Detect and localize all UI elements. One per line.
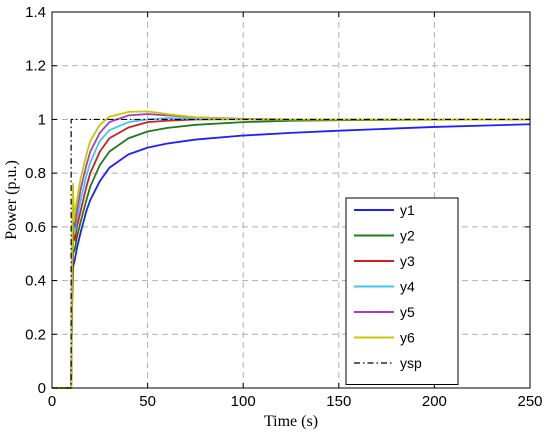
x-tick-label: 100 bbox=[231, 393, 256, 410]
x-tick-label: 0 bbox=[48, 393, 56, 410]
y-tick-label: 1.4 bbox=[25, 4, 46, 21]
series-line-y6 bbox=[52, 110, 530, 389]
y-tick-label: 1.2 bbox=[25, 58, 46, 75]
x-axis-label: Time (s) bbox=[264, 413, 318, 430]
plot-frame bbox=[51, 11, 531, 389]
y-tick-label: 0 bbox=[38, 380, 46, 397]
x-tick-label: 150 bbox=[326, 393, 351, 410]
y-tick-label: 0.8 bbox=[25, 165, 46, 182]
x-tick-label: 50 bbox=[139, 393, 156, 410]
legend-label-y6: y6 bbox=[400, 330, 415, 346]
legend-label-ysp: ysp bbox=[400, 355, 422, 371]
legend: y1 y2 y3 y4 y5 y6 ysp bbox=[345, 197, 459, 385]
legend-label-y3: y3 bbox=[400, 253, 415, 269]
x-tick-label: 250 bbox=[517, 393, 542, 410]
legend-box bbox=[345, 197, 459, 385]
legend-label-y2: y2 bbox=[400, 228, 415, 244]
y-tick-label: 0.4 bbox=[25, 273, 46, 290]
ticks: 0 50 100 150 200 250 0 0.2 0.4 0.6 0.8 1 1.2 1.4 bbox=[25, 4, 542, 410]
legend-label-y5: y5 bbox=[400, 304, 415, 320]
legend-label-y4: y4 bbox=[400, 279, 415, 295]
x-tick-label: 200 bbox=[422, 393, 447, 410]
legend-label-y1: y1 bbox=[400, 202, 415, 218]
y-tick-label: 0.6 bbox=[25, 219, 46, 236]
y-axis-label: Power (p.u.) bbox=[3, 160, 20, 240]
y-tick-label: 0.2 bbox=[25, 326, 46, 343]
y-tick-label: 1 bbox=[38, 111, 46, 128]
